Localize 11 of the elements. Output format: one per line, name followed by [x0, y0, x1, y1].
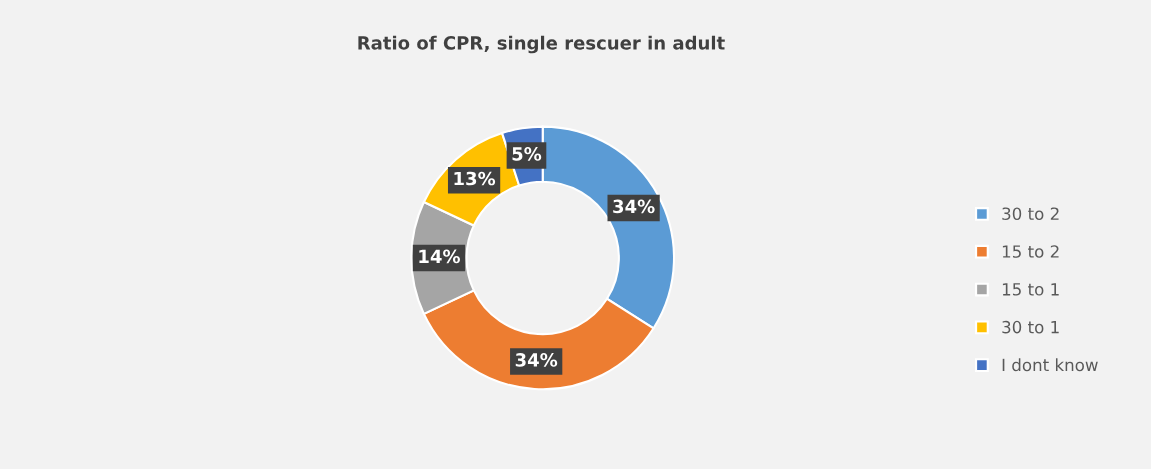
legend-label: 30 to 2: [1002, 207, 1059, 221]
legend-label: I dont know: [1002, 358, 1098, 372]
data-label: 34%: [515, 353, 558, 367]
legend-label: 15 to 2: [1002, 245, 1059, 258]
data-label: 14%: [419, 249, 460, 264]
legend-label: 30 to 1: [1002, 320, 1059, 334]
data-label: 13%: [454, 171, 496, 186]
data-label: 34%: [613, 199, 655, 214]
data-label: 5%: [512, 147, 542, 161]
chart-title: Ratio of CPR, single rescuer in adult: [358, 35, 725, 54]
legend-label: 15 to 1: [1002, 283, 1059, 296]
